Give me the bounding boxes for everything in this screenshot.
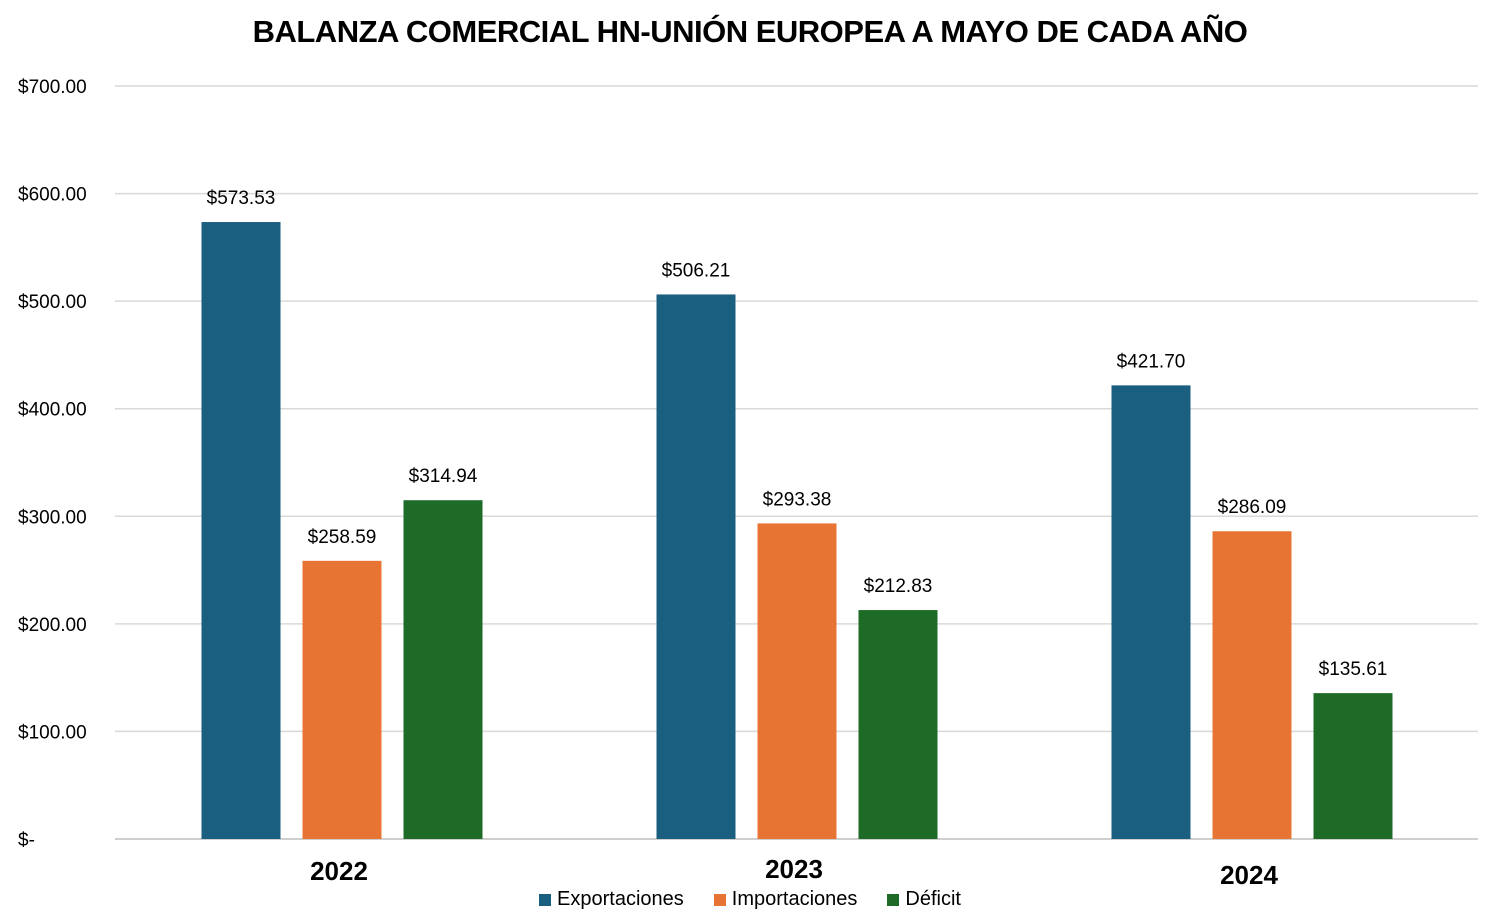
data-label: $135.61 <box>1319 659 1388 680</box>
data-label: $506.21 <box>662 260 731 281</box>
bar-importaciones-2023 <box>757 523 837 839</box>
data-label: $293.38 <box>763 489 832 510</box>
legend-swatch <box>539 893 552 906</box>
data-label: $421.70 <box>1117 351 1186 372</box>
y-tick-label: $400.00 <box>18 400 87 421</box>
legend-label: Importaciones <box>731 888 858 910</box>
bar-importaciones-2022 <box>302 560 382 839</box>
x-tick-label: 2024 <box>1220 860 1278 890</box>
legend-label: Déficit <box>905 888 961 910</box>
bar-importaciones-2024 <box>1212 531 1292 839</box>
bars <box>201 222 1393 840</box>
y-axis-ticks: $- $100.00 $200.00 $300.00 $400.00 $500.00 $60… <box>18 77 87 851</box>
data-label: $286.09 <box>1218 497 1287 518</box>
legend-item: Déficit <box>887 888 961 911</box>
bar-exportaciones-2022 <box>201 222 281 839</box>
bar-déficit-2023 <box>858 610 938 839</box>
bar-exportaciones-2023 <box>656 294 736 840</box>
y-tick-label: $100.00 <box>18 722 87 743</box>
y-tick-label: $600.00 <box>18 185 87 206</box>
bar-déficit-2024 <box>1313 693 1393 839</box>
legend-item: Exportaciones <box>539 888 684 911</box>
y-tick-label: $700.00 <box>18 77 87 98</box>
data-label: $258.59 <box>308 527 377 548</box>
legend-item: Importaciones <box>713 888 858 911</box>
legend-swatch <box>887 893 900 906</box>
x-tick-label: 2022 <box>310 856 368 886</box>
x-tick-label: 2023 <box>765 854 823 884</box>
y-tick-label: $- <box>18 830 35 851</box>
data-label: $573.53 <box>207 188 276 209</box>
y-tick-label: $300.00 <box>18 507 87 528</box>
y-tick-label: $500.00 <box>18 292 87 313</box>
x-axis-ticks: 2022 2023 2024 <box>310 854 1278 890</box>
chart-title: BALANZA COMERCIAL HN-UNIÓN EUROPEA A MAY… <box>252 14 1248 49</box>
y-tick-label: $200.00 <box>18 615 87 636</box>
legend: Exportaciones Importaciones Déficit <box>0 888 1500 911</box>
data-labels: $573.53 $506.21 $421.70 $258.59 $293.38 $286.… <box>207 188 1388 680</box>
data-label: $314.94 <box>409 466 478 487</box>
data-label: $212.83 <box>864 576 933 597</box>
bar-déficit-2022 <box>403 500 483 839</box>
legend-label: Exportaciones <box>557 888 684 910</box>
bar-exportaciones-2024 <box>1111 385 1191 839</box>
legend-swatch <box>713 893 726 906</box>
